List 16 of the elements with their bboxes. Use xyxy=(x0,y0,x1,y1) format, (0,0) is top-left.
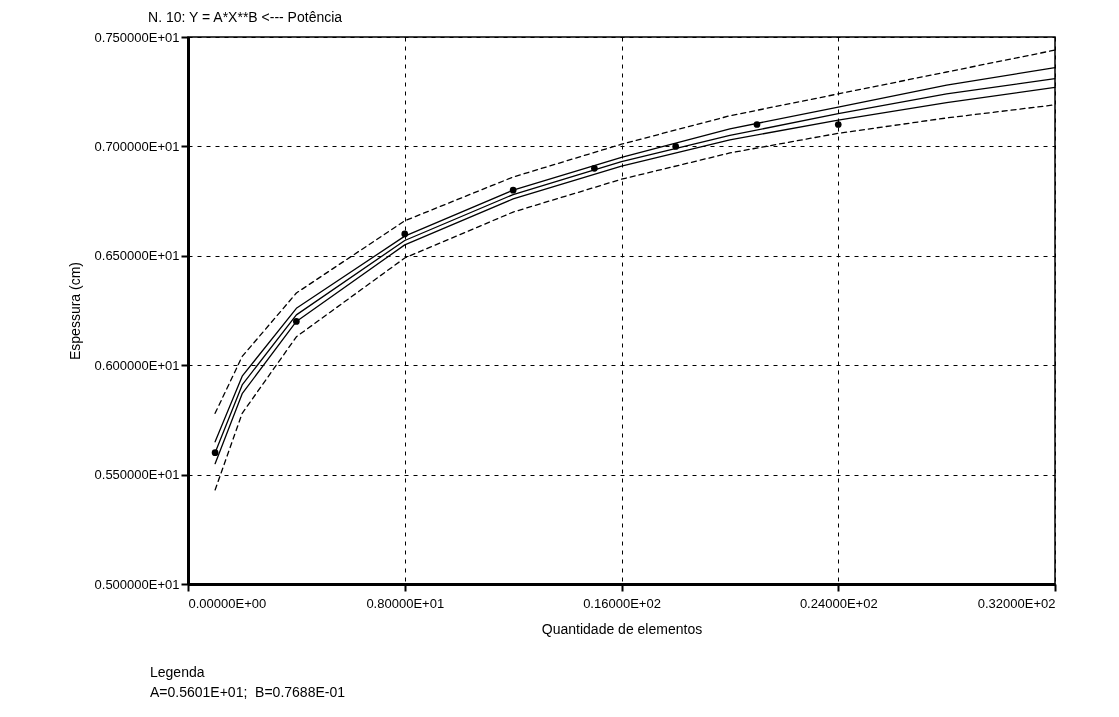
y-tick-label: 0.550000E+01 xyxy=(94,467,180,483)
chart-title: N. 10: Y = A*X**B <--- Potência xyxy=(148,9,343,25)
text: A=0.5601E+01; B=0.7688E-01 xyxy=(150,683,345,702)
x-tick-label: 0.16000E+02 xyxy=(583,595,661,611)
y-tick-label: 0.700000E+01 xyxy=(94,138,180,154)
text: Legenda xyxy=(150,663,206,682)
x-axis-title: Quantidade de elementos xyxy=(541,620,703,637)
x-tick-label: 0.00000E+00 xyxy=(188,595,267,611)
y-tick-label: 0.750000E+01 xyxy=(94,29,180,45)
x-tick-label: 0.24000E+02 xyxy=(799,595,878,611)
y-tick-label: 0.600000E+01 xyxy=(94,357,180,373)
x-tick-label: 0.32000E+02 xyxy=(977,595,1056,611)
x-tick-label: 0.80000E+01 xyxy=(366,595,445,611)
y-tick-label: 0.650000E+01 xyxy=(94,248,180,264)
y-axis-title: Espessura (cm) xyxy=(66,261,83,361)
y-tick-label: 0.500000E+01 xyxy=(94,576,180,592)
